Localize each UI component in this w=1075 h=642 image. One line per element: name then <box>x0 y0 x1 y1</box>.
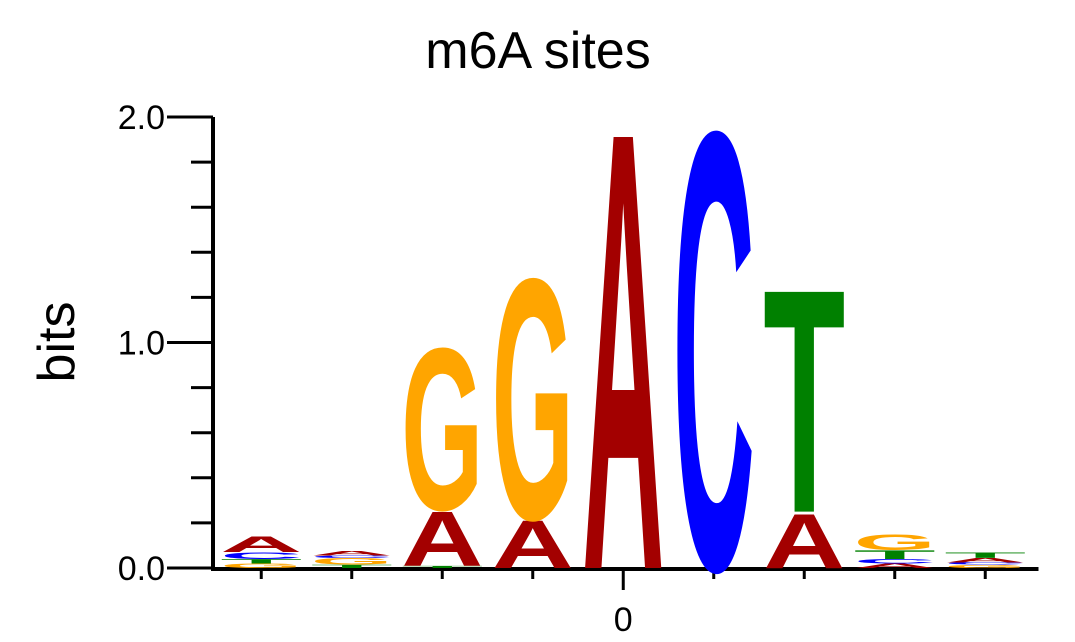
logo-letter-T-pos2: T <box>311 564 393 569</box>
logo-letter-T-pos7: T <box>763 222 845 579</box>
logo-letter-C-pos9: C <box>944 562 1026 566</box>
logo-letter-T-pos1: T <box>220 558 302 565</box>
logo-letter-C-pos1: C <box>220 551 302 561</box>
logo-letter-A-pos9: A <box>944 557 1026 564</box>
x-tick-label: 0 <box>614 601 633 639</box>
logo-letter-G-pos8: G <box>854 530 936 554</box>
logo-letter-G-pos9: G <box>944 564 1026 569</box>
y-tick-label: 2.0 <box>118 99 165 137</box>
logo-letter-G-pos4: G <box>492 206 574 591</box>
logo-letter-A-pos7: A <box>763 497 845 585</box>
y-tick-label: 1.0 <box>118 325 165 363</box>
logo-letter-A-pos1: A <box>220 533 302 557</box>
logo-letter-C-pos2: C <box>311 555 393 559</box>
logo-letter-T-pos3: T <box>401 565 483 568</box>
y-tick-label: 0.0 <box>118 550 165 588</box>
logo-letter-G-pos2: G <box>311 556 393 567</box>
logo-letter-T-pos8: T <box>854 548 936 562</box>
logo-letter-A-pos3: A <box>401 495 483 583</box>
logo-letter-C-pos6: C <box>673 3 755 642</box>
logo-letter-G-pos1: G <box>220 562 302 569</box>
logo-letter-A-pos8: A <box>854 562 936 569</box>
logo-letter-C-pos8: C <box>854 558 936 565</box>
y-axis-label: bits <box>28 302 86 383</box>
logo-letter-A-pos4: A <box>492 506 574 583</box>
logo-letter-T-pos9: T <box>944 551 1026 560</box>
logo-letter-A-pos2: A <box>311 550 393 557</box>
logo-letter-G-pos3: G <box>401 301 483 560</box>
logo-letter-A-pos5: A <box>582 3 664 642</box>
chart-title: m6A sites <box>425 22 650 80</box>
